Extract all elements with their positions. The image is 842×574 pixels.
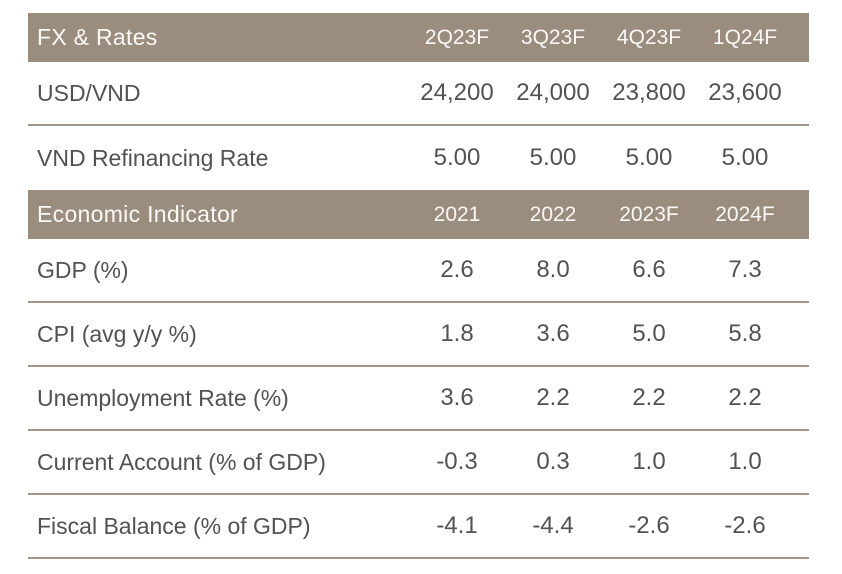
- row-label: Fiscal Balance (% of GDP): [37, 512, 311, 539]
- cell-value: 23,800: [612, 79, 686, 106]
- cell-value: 5.8: [728, 320, 762, 347]
- cell-value: 5.0: [632, 320, 666, 347]
- row-label: Current Account (% of GDP): [37, 448, 326, 475]
- cell-value: 2.2: [536, 384, 570, 411]
- cell-value: -0.3: [436, 448, 478, 475]
- cell-value: 3.6: [440, 384, 474, 411]
- cell-value: 1.0: [728, 448, 762, 475]
- economic-indicator-title: Economic Indicator: [37, 201, 238, 227]
- row-label: VND Refinancing Rate: [37, 144, 269, 171]
- cell-value: 0.3: [536, 448, 570, 475]
- cell-value: 23,600: [708, 79, 782, 106]
- cell-value: 6.6: [632, 256, 666, 283]
- cell-value: 8.0: [536, 256, 570, 283]
- cell-value: 5.00: [433, 144, 481, 171]
- column-header-2022: 2022: [529, 202, 577, 226]
- column-header-2024f: 2024F: [715, 202, 775, 226]
- column-header-4q23f: 4Q23F: [616, 25, 682, 49]
- column-header-3q23f: 3Q23F: [520, 25, 586, 49]
- cell-value: 2.2: [632, 384, 666, 411]
- column-header-2q23f: 2Q23F: [424, 25, 490, 49]
- table-row-cpi: CPI (avg y/y %) 1.8 3.6 5.0 5.8: [28, 303, 809, 367]
- column-header-1q24f: 1Q24F: [712, 25, 778, 49]
- cell-value: 5.00: [529, 144, 577, 171]
- cell-value: 3.6: [536, 320, 570, 347]
- cell-value: 1.8: [440, 320, 474, 347]
- forecast-table: FX & Rates 2Q23F 3Q23F 4Q23F 1Q24F USD/V…: [28, 13, 809, 559]
- cell-value: 1.0: [632, 448, 666, 475]
- cell-value: 7.3: [728, 256, 762, 283]
- cell-value: 2.2: [728, 384, 762, 411]
- cell-value: -2.6: [628, 512, 670, 539]
- table-row-fiscal-balance: Fiscal Balance (% of GDP) -4.1 -4.4 -2.6…: [28, 495, 809, 559]
- table-row-current-account: Current Account (% of GDP) -0.3 0.3 1.0 …: [28, 431, 809, 495]
- row-label: Unemployment Rate (%): [37, 384, 289, 411]
- row-label: CPI (avg y/y %): [37, 320, 197, 347]
- cell-value: 5.00: [625, 144, 673, 171]
- cell-value: 2.6: [440, 256, 474, 283]
- cell-value: -4.4: [532, 512, 574, 539]
- economic-indicator-header-row: Economic Indicator 2021 2022 2023F 2024F: [28, 190, 809, 239]
- fx-rates-title: FX & Rates: [37, 24, 158, 50]
- table-row-unemployment-rate: Unemployment Rate (%) 3.6 2.2 2.2 2.2: [28, 367, 809, 431]
- table-row-vnd-refinancing-rate: VND Refinancing Rate 5.00 5.00 5.00 5.00: [28, 126, 809, 190]
- cell-value: 5.00: [721, 144, 769, 171]
- cell-value: 24,200: [420, 79, 494, 106]
- cell-value: -2.6: [724, 512, 766, 539]
- fx-rates-header-row: FX & Rates 2Q23F 3Q23F 4Q23F 1Q24F: [28, 13, 809, 62]
- column-header-2021: 2021: [433, 202, 481, 226]
- cell-value: -4.1: [436, 512, 478, 539]
- table-row-gdp: GDP (%) 2.6 8.0 6.6 7.3: [28, 239, 809, 303]
- column-header-2023f: 2023F: [619, 202, 679, 226]
- table-row-usd-vnd: USD/VND 24,200 24,000 23,800 23,600: [28, 62, 809, 126]
- row-label: USD/VND: [37, 79, 141, 106]
- row-label: GDP (%): [37, 256, 129, 283]
- cell-value: 24,000: [516, 79, 590, 106]
